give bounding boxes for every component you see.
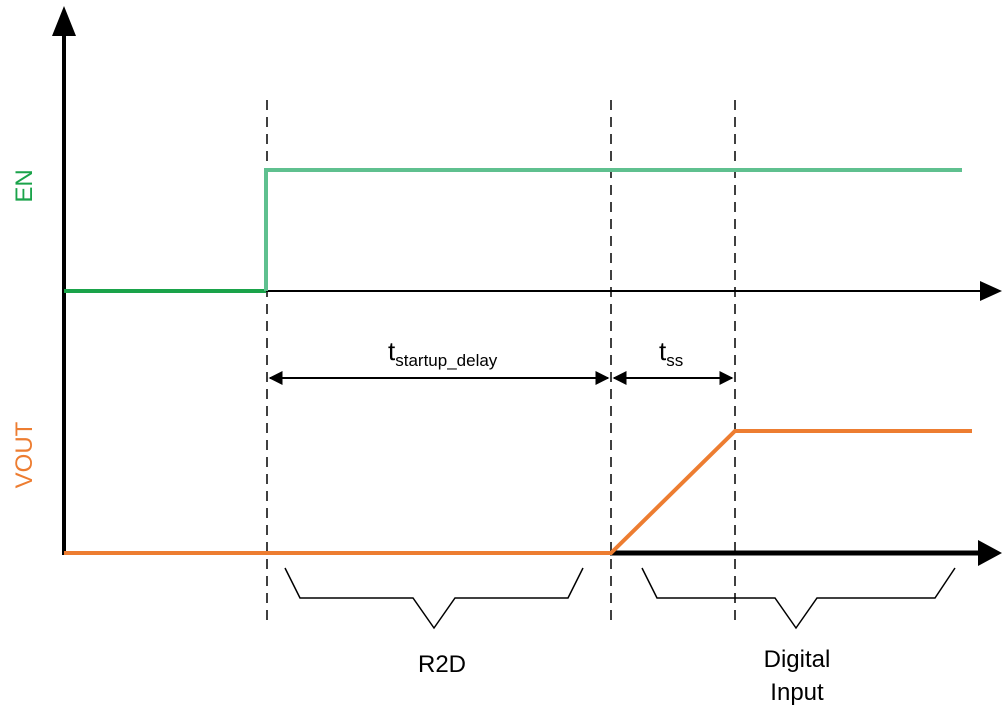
soft-start-label-main: t	[659, 336, 667, 366]
startup-delay-label-subscript: startup_delay	[395, 351, 498, 370]
r2d-label: R2D	[418, 651, 466, 678]
vout-label: VOUT	[11, 421, 38, 488]
en-label: EN	[11, 169, 38, 202]
en-waveform	[64, 168, 962, 293]
en-high-segment	[264, 168, 962, 291]
r2d-brace	[284, 567, 584, 630]
vout-waveform	[64, 429, 972, 555]
digital-input-label-line2: Input	[770, 679, 824, 706]
startup-delay-label-main: t	[388, 336, 396, 366]
y-axis-arrowhead	[52, 6, 76, 36]
axes	[52, 6, 1002, 566]
digital-input-brace	[641, 567, 956, 630]
vout-time-axis-arrowhead	[978, 540, 1002, 566]
digital-input-label-line1: Digital	[764, 646, 831, 673]
soft-start-label-subscript: ss	[666, 351, 683, 370]
startup-delay-label: tstartup_delay	[388, 336, 498, 370]
en-time-axis-arrowhead	[980, 281, 1002, 301]
soft-start-label: tss	[659, 336, 683, 370]
